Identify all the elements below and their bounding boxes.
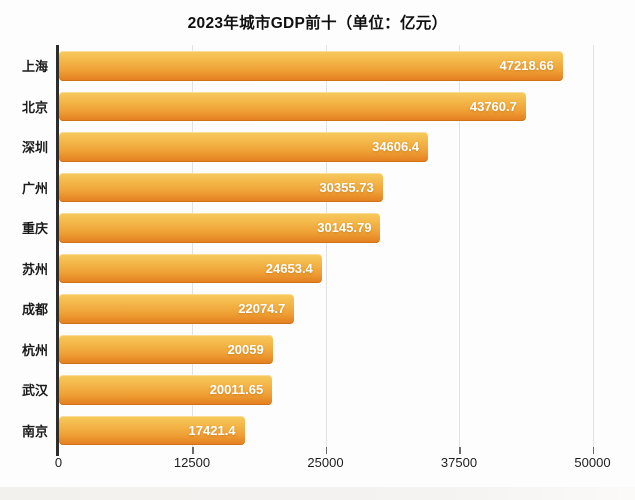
bar-row: 广州 30355.73 bbox=[0, 167, 635, 208]
category-label: 广州 bbox=[21, 180, 48, 196]
gdp-bar: 43760.7 bbox=[58, 91, 526, 121]
value-label: 43760.7 bbox=[469, 98, 517, 114]
gdp-bar: 30145.79 bbox=[58, 213, 381, 243]
x-axis-tick-label: 25000 bbox=[307, 455, 344, 470]
gdp-bar: 24653.4 bbox=[58, 253, 322, 283]
category-label: 上海 bbox=[21, 59, 48, 75]
value-label: 34606.4 bbox=[372, 139, 420, 155]
x-axis-tick-label: 37500 bbox=[440, 455, 478, 470]
x-axis-tick-label: 50000 bbox=[574, 455, 611, 470]
category-label: 苏州 bbox=[21, 261, 48, 277]
bar-row: 重庆 30145.79 bbox=[0, 208, 635, 249]
x-axis-tick bbox=[459, 447, 461, 454]
gdp-bar: 20011.65 bbox=[58, 375, 273, 405]
category-label: 杭州 bbox=[21, 342, 48, 358]
category-label: 深圳 bbox=[21, 140, 48, 156]
gridline bbox=[192, 45, 193, 447]
gridline bbox=[325, 45, 327, 447]
bars-container: 上海 47218.66 北京 43760.7 深圳 34606.4 广州 30355.73 重庆… bbox=[0, 46, 635, 452]
bar-row: 武汉 20011.65 bbox=[0, 370, 635, 411]
x-axis-tick-label: 12500 bbox=[173, 455, 211, 470]
category-label: 重庆 bbox=[21, 221, 48, 237]
value-label: 47218.66 bbox=[499, 58, 554, 74]
gdp-bar: 20059 bbox=[58, 334, 273, 364]
bar-row: 苏州 24653.4 bbox=[0, 248, 635, 289]
category-label: 成都 bbox=[21, 302, 48, 318]
category-label: 北京 bbox=[21, 99, 48, 115]
category-label: 南京 bbox=[21, 423, 48, 439]
gridline bbox=[592, 45, 594, 447]
x-axis-tick bbox=[592, 447, 594, 454]
value-label: 24653.4 bbox=[265, 260, 313, 276]
bar-row: 南京 17421.4 bbox=[0, 410, 635, 451]
bar-row: 北京 43760.7 bbox=[0, 86, 635, 127]
plot-area: 0 12500 25000 37500 50000 bbox=[55, 45, 611, 470]
value-label: 22074.7 bbox=[238, 301, 286, 317]
footer-strip bbox=[0, 487, 635, 500]
x-axis-tick bbox=[325, 447, 327, 454]
chart-title: 2023年城市GDP前十（单位：亿元） bbox=[187, 15, 448, 32]
bar-row: 成都 22074.7 bbox=[0, 289, 635, 330]
y-axis-line bbox=[56, 45, 59, 456]
gdp-bar: 22074.7 bbox=[58, 294, 295, 324]
bar-row: 深圳 34606.4 bbox=[0, 127, 635, 168]
gdp-bar: 47218.66 bbox=[58, 51, 563, 81]
category-label: 武汉 bbox=[21, 383, 48, 399]
gdp-bar: 17421.4 bbox=[58, 415, 245, 445]
bar-row: 上海 47218.66 bbox=[0, 46, 635, 87]
x-axis-tick bbox=[192, 447, 194, 454]
value-label: 20011.65 bbox=[209, 382, 264, 398]
gridline bbox=[459, 45, 460, 447]
x-axis-tick-label: 0 bbox=[54, 455, 63, 470]
value-label: 17421.4 bbox=[188, 422, 236, 438]
value-label: 30355.73 bbox=[319, 179, 374, 195]
gdp-bar: 34606.4 bbox=[58, 132, 429, 162]
value-label: 20059 bbox=[227, 341, 264, 357]
gdp-bar: 30355.73 bbox=[58, 172, 383, 202]
bar-row: 杭州 20059 bbox=[0, 329, 635, 370]
value-label: 30145.79 bbox=[317, 220, 372, 236]
